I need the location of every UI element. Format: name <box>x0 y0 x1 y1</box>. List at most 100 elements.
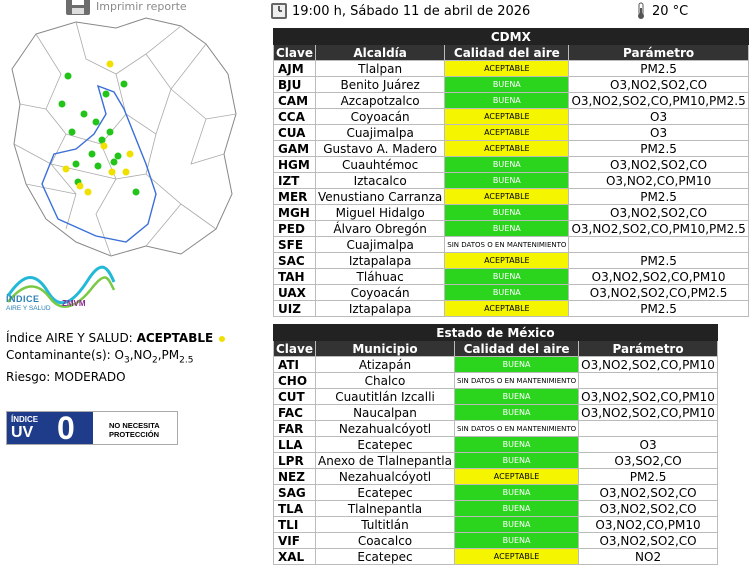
parameters: O3,NO2,SO2,CO,PM10,PM2.5 <box>568 220 749 237</box>
zmvm-map <box>11 17 237 257</box>
thermometer-icon <box>638 2 644 19</box>
air-quality-badge: SIN DATOS O EN MANTENIMIENTO <box>453 420 580 437</box>
pollutants-label: Contaminante(s): <box>6 348 111 362</box>
table-row: UAX Coyoacán BUENA O3,NO2,SO2,CO,PM2.5 <box>273 284 749 301</box>
parameters <box>568 236 749 253</box>
parameters: PM2.5 <box>568 300 749 317</box>
logo-waves-icon <box>6 265 116 308</box>
uv-message: NO NECESITA PROTECCIÓN <box>109 421 160 439</box>
station-location: Azcapotzalco <box>314 92 446 109</box>
table-row: CUT Cuautitlán Izcalli BUENA O3,NO2,SO2,CO,… <box>273 388 718 405</box>
station-code: FAC <box>273 404 316 421</box>
table-row: UIZ Iztapalapa ACEPTABLE PM2.5 <box>273 300 749 317</box>
station-location: Atizapán <box>314 356 455 373</box>
print-report-label: Imprimir reporte <box>96 0 187 13</box>
col-municipio: Municipio <box>314 340 455 357</box>
table-row: LLA Ecatepec BUENA O3 <box>273 436 718 453</box>
station-code: TLI <box>273 516 316 533</box>
risk-value: MODERADO <box>54 370 126 385</box>
station-code: AJM <box>273 60 316 77</box>
station-location: Ecatepec <box>314 436 455 453</box>
station-location: Venustiano Carranza <box>314 188 446 205</box>
status-dot-icon <box>219 335 226 342</box>
edomex-table: Estado de México Clave Municipio Calidad… <box>273 324 718 565</box>
parameters <box>578 420 718 437</box>
air-quality-badge: ACEPTABLE <box>444 124 570 141</box>
temperature-display: 20 °C <box>636 2 688 20</box>
parameters: O3 <box>578 436 718 453</box>
clock-icon <box>271 3 287 19</box>
parameters: O3,NO2,SO2,CO <box>568 76 749 93</box>
air-quality-badge: BUENA <box>453 532 580 549</box>
station-code: BJU <box>273 76 316 93</box>
table-row: VIF Coacalco BUENA O3,NO2,SO2,CO <box>273 532 718 549</box>
table-row: FAR Nezahualcóyotl SIN DATOS O EN MANTENIM… <box>273 420 718 437</box>
station-location: Tlalnepantla <box>314 500 455 517</box>
station-location: Álvaro Obregón <box>314 220 446 237</box>
station-location: Cuajimalpa <box>314 124 446 141</box>
station-code: HGM <box>273 156 316 173</box>
parameters: O3,NO2,CO,PM10 <box>568 172 749 189</box>
air-quality-badge: ACEPTABLE <box>444 188 570 205</box>
air-quality-badge: ACEPTABLE <box>453 548 580 565</box>
air-quality-badge: ACEPTABLE <box>444 252 570 269</box>
station-code: IZT <box>273 172 316 189</box>
station-code: SFE <box>273 236 316 253</box>
air-quality-badge: BUENA <box>453 388 580 405</box>
cdmx-table: CDMX Clave Alcaldía Calidad del aire Par… <box>273 28 749 317</box>
table-row: TLI Tultitlán BUENA O3,NO2,CO,PM10 <box>273 516 718 533</box>
station-location: Nezahualcóyotl <box>314 420 455 437</box>
table-row: TAH Tláhuac BUENA O3,NO2,SO2,CO,PM10 <box>273 268 749 285</box>
air-quality-badge: BUENA <box>444 220 570 237</box>
table-row: SAC Iztapalapa ACEPTABLE PM2.5 <box>273 252 749 269</box>
station-location: Benito Juárez <box>314 76 446 93</box>
parameters: O3,SO2,CO <box>578 452 718 469</box>
uv-value: 0 <box>57 410 75 446</box>
air-quality-badge: ACEPTABLE <box>453 468 580 485</box>
table-row: IZT Iztacalco BUENA O3,NO2,CO,PM10 <box>273 172 749 189</box>
station-code: ATI <box>273 356 316 373</box>
table-row: XAL Ecatepec ACEPTABLE NO2 <box>273 548 718 565</box>
station-location: Ecatepec <box>314 548 455 565</box>
table-row: CAM Azcapotzalco BUENA O3,NO2,SO2,CO,PM10,P… <box>273 92 749 109</box>
parameters: O3,NO2,SO2,CO <box>568 156 749 173</box>
parameters: PM2.5 <box>568 252 749 269</box>
table-row: NEZ Nezahualcóyotl ACEPTABLE PM2.5 <box>273 468 718 485</box>
station-location: Iztacalco <box>314 172 446 189</box>
station-location: Anexo de Tlalnepantla <box>314 452 455 469</box>
air-quality-badge: BUENA <box>444 76 570 93</box>
station-location: Iztapalapa <box>314 252 446 269</box>
col-parametro: Parámetro <box>568 44 749 61</box>
station-location: Cuauhtémoc <box>314 156 446 173</box>
air-quality-badge: BUENA <box>444 156 570 173</box>
uv-index-badge: ÍNDICE UV 0 NO NECESITA PROTECCIÓN <box>6 410 178 446</box>
parameters: O3,NO2,CO,PM10 <box>578 516 718 533</box>
table-row: CHO Chalco SIN DATOS O EN MANTENIMIENTO <box>273 372 718 389</box>
pollutants-value: O3,NO2,PM2.5 <box>114 348 194 366</box>
parameters: O3,NO2,SO2,CO,PM10,PM2.5 <box>568 92 749 109</box>
station-code: UIZ <box>273 300 316 317</box>
uv-small-label: ÍNDICE <box>11 415 39 424</box>
parameters: O3,NO2,SO2,CO <box>578 500 718 517</box>
station-location: Gustavo A. Madero <box>314 140 446 157</box>
table-row: MGH Miguel Hidalgo BUENA O3,NO2,SO2,CO <box>273 204 749 221</box>
parameters: PM2.5 <box>568 60 749 77</box>
parameters: O3,NO2,SO2,CO,PM10 <box>568 268 749 285</box>
station-code: CAM <box>273 92 316 109</box>
print-report-button[interactable]: Imprimir reporte <box>66 0 187 16</box>
station-location: Tultitlán <box>314 516 455 533</box>
table-row: AJM Tlalpan ACEPTABLE PM2.5 <box>273 60 749 77</box>
air-quality-badge: BUENA <box>444 92 570 109</box>
parameters: O3 <box>568 108 749 125</box>
station-code: NEZ <box>273 468 316 485</box>
station-code: VIF <box>273 532 316 549</box>
temperature-text: 20 °C <box>652 3 689 19</box>
station-location: Naucalpan <box>314 404 455 421</box>
station-location: Nezahualcóyotl <box>314 468 455 485</box>
air-quality-badge: ACEPTABLE <box>444 140 570 157</box>
station-code: CUT <box>273 388 316 405</box>
air-quality-badge: BUENA <box>453 436 580 453</box>
station-code: CHO <box>273 372 316 389</box>
index-summary: Índice AIRE Y SALUD: ACEPTABLE Contamina… <box>6 330 226 386</box>
air-quality-badge: BUENA <box>444 284 570 301</box>
